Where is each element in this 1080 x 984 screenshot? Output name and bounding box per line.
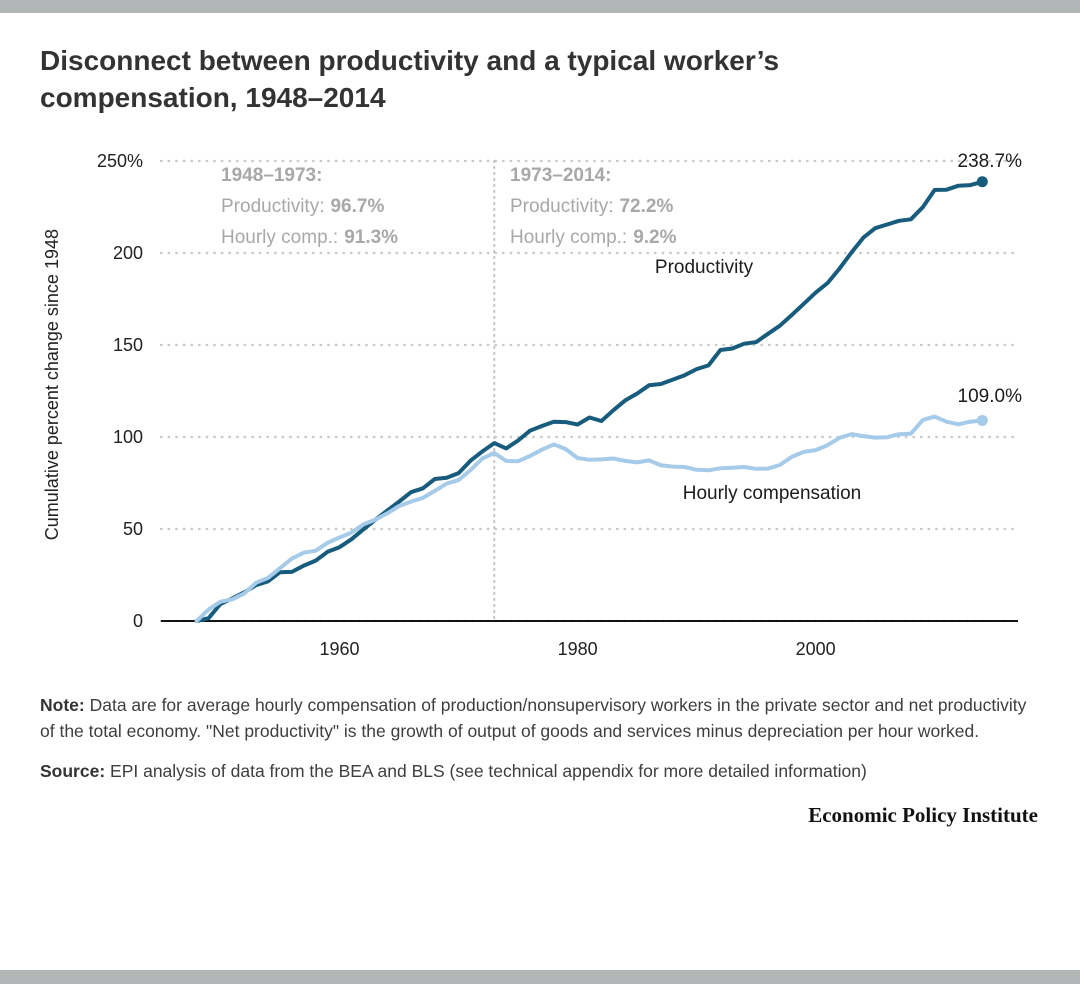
series-end-dot [976, 176, 988, 188]
source-label: Source: [40, 760, 106, 781]
source-text: Source: EPI analysis of data from the BE… [40, 760, 867, 781]
y-tick-label: 250% [97, 151, 143, 171]
series-lines [194, 176, 988, 623]
x-tick-label: 2000 [796, 639, 836, 659]
annotation-left-compensation: Hourly comp.: 91.3% [221, 227, 398, 248]
series-label-productivity: Productivity [655, 257, 754, 278]
series-line [194, 179, 985, 623]
y-tick-label: 200 [113, 243, 143, 263]
series-line [194, 414, 985, 623]
x-tick-label: 1980 [558, 639, 598, 659]
top-border-bar [0, 0, 1080, 13]
end-value-compensation: 109.0% [958, 386, 1023, 407]
bottom-border-bar [0, 970, 1080, 984]
annotation-right-title: 1973–2014: [510, 165, 611, 186]
y-tick-label: 0 [133, 611, 143, 631]
line-chart: 0 50 100 150 200 250% 1960 1980 2000 1948–1973:… [97, 151, 1023, 659]
x-tick-labels: 1960 1980 2000 [320, 639, 836, 659]
y-tick-label: 100 [113, 427, 143, 447]
series-label-compensation: Hourly compensation [683, 483, 861, 504]
content: Disconnect between productivity and a ty… [0, 13, 1080, 828]
annotation-left-productivity: Productivity: 96.7% [221, 196, 384, 217]
note-text: Note: Data are for average hourly compen… [40, 694, 1027, 741]
chart-title: Disconnect between productivity and a ty… [40, 45, 780, 113]
annotation-right-productivity: Productivity: 72.2% [510, 196, 673, 217]
annotation-right-compensation: Hourly comp.: 9.2% [510, 227, 677, 248]
end-value-productivity: 238.7% [958, 151, 1023, 172]
series-end-dot [976, 414, 988, 426]
y-axis-title: Cumulative percent change since 1948 [42, 229, 62, 541]
epi-brand-text: Economic Policy Institute [808, 802, 1038, 827]
annotation-1973-2014: 1973–2014: Productivity: 72.2% Hourly com… [510, 165, 677, 248]
x-tick-label: 1960 [320, 639, 360, 659]
y-tick-labels: 0 50 100 150 200 250% [97, 151, 143, 631]
annotation-1948-1973: 1948–1973: Productivity: 96.7% Hourly com… [221, 165, 398, 248]
chart-area: Cumulative percent change since 1948 0 50… [42, 131, 1040, 679]
y-tick-label: 50 [123, 519, 143, 539]
note-label: Note: [40, 694, 85, 715]
annotation-left-title: 1948–1973: [221, 165, 322, 186]
y-tick-label: 150 [113, 335, 143, 355]
